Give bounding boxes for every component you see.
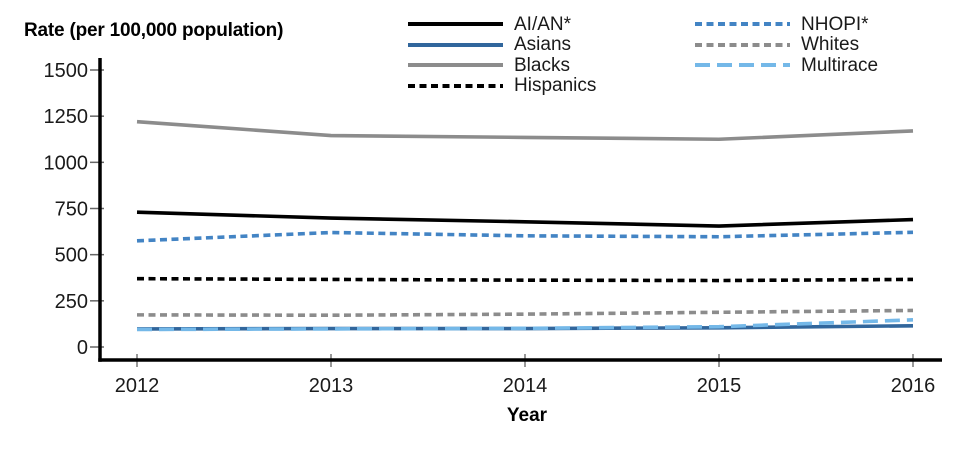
y-axis-tick-label: 1000 xyxy=(44,152,89,174)
legend-item-nhopi: NHOPI* xyxy=(695,14,878,35)
x-axis-tick-label: 2013 xyxy=(309,375,354,397)
x-axis-title: Year xyxy=(506,405,548,426)
series-line-hispanics xyxy=(136,276,914,283)
y-axis-tick-label: 0 xyxy=(77,337,88,359)
legend-swatch-nhopi xyxy=(695,22,790,27)
y-axis-tick-label: 250 xyxy=(55,291,88,313)
legend-swatch-hispanics xyxy=(408,83,503,88)
y-axis-tick-label: 750 xyxy=(55,199,88,221)
legend-swatch-whites xyxy=(695,42,790,47)
legend-column-1: AI/AN* Asians Blacks Hispanics xyxy=(408,14,596,96)
legend-label: Asians xyxy=(514,34,572,56)
legend-item-hispanics: Hispanics xyxy=(408,76,596,97)
legend-swatch-blacks xyxy=(408,63,503,68)
series-line-blacks xyxy=(136,119,914,142)
y-axis-tick-label: 500 xyxy=(55,245,88,267)
legend-item-blacks: Blacks xyxy=(408,55,596,76)
legend-label: Blacks xyxy=(514,54,570,76)
series-line-whites xyxy=(136,308,914,318)
legend-item-ai-an: AI/AN* xyxy=(408,14,596,35)
y-axis-title: Rate (per 100,000 population) xyxy=(24,20,284,41)
x-axis-tick-label: 2012 xyxy=(115,375,160,397)
legend-item-whites: Whites xyxy=(695,35,878,56)
legend-label: NHOPI* xyxy=(801,13,869,35)
series-line-multirace xyxy=(136,318,914,332)
x-axis-tick-label: 2016 xyxy=(891,375,936,397)
legend-item-asians: Asians xyxy=(408,35,596,56)
legend-item-multirace: Multirace xyxy=(695,55,878,76)
y-axis-tick-label: 1250 xyxy=(44,106,89,128)
legend-label: AI/AN* xyxy=(514,13,572,35)
legend-swatch-ai-an xyxy=(408,22,503,27)
legend-swatch-asians xyxy=(408,42,503,47)
legend-label: Hispanics xyxy=(514,75,597,97)
series-line-nhopi xyxy=(136,230,914,243)
y-axis-tick-label: 1500 xyxy=(44,60,89,82)
legend-column-2: NHOPI* Whites Multirace xyxy=(695,14,878,76)
legend-label: Multirace xyxy=(801,54,879,76)
x-axis-tick-label: 2014 xyxy=(503,375,548,397)
series-line-ai-an xyxy=(136,210,914,228)
legend-swatch-multirace xyxy=(695,63,790,68)
legend-label: Whites xyxy=(801,34,860,56)
x-axis-tick-label: 2015 xyxy=(697,375,742,397)
